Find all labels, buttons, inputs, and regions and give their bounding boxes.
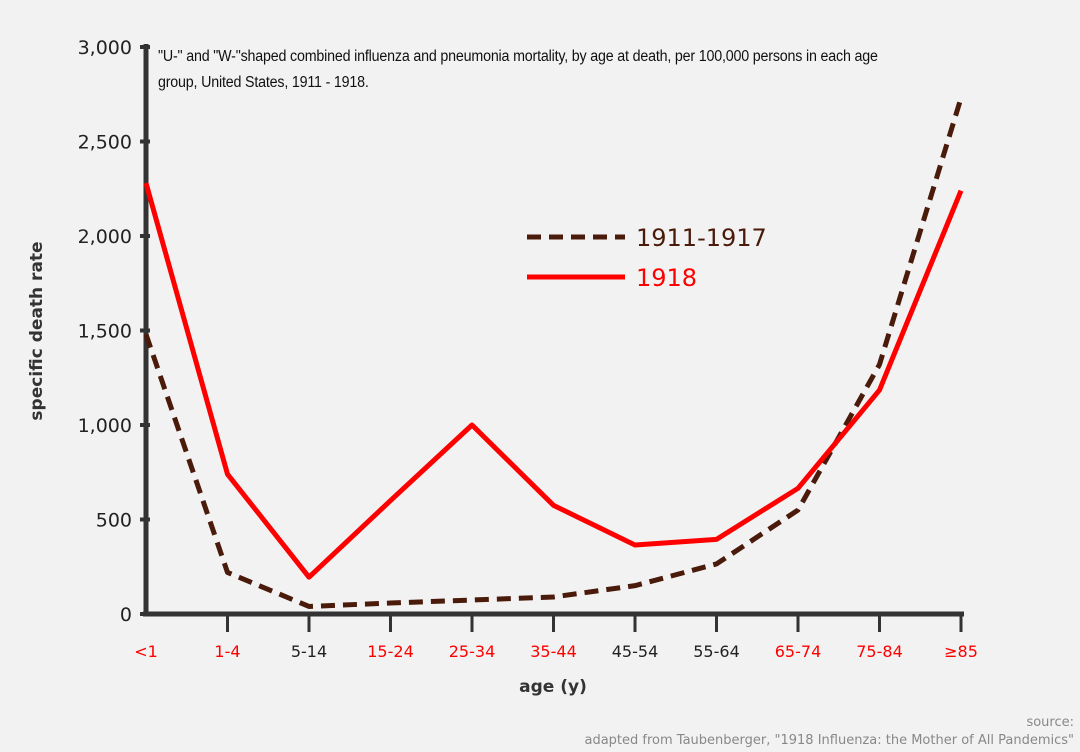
source-note: source: adapted from Taubenberger, "1918… xyxy=(585,714,1075,750)
x-tick-label: 35-44 xyxy=(530,642,577,661)
y-tick-label: 2,500 xyxy=(78,132,132,154)
x-tick-label: 1-4 xyxy=(214,642,240,661)
y-tick-label: 500 xyxy=(96,510,132,532)
y-tick-label: 0 xyxy=(120,604,132,626)
y-tick-label: 3,000 xyxy=(78,37,132,59)
x-tick-label: ≥85 xyxy=(944,642,978,661)
x-tick-label: 65-74 xyxy=(775,642,822,661)
x-tick-label: <1 xyxy=(134,642,158,661)
legend-label: 1911-1917 xyxy=(636,224,767,252)
x-tick-label: 45-54 xyxy=(612,642,659,661)
x-axis-label: age (y) xyxy=(519,677,587,697)
x-tick-label: 15-24 xyxy=(367,642,414,661)
source-citation: adapted from Taubenberger, "1918 Influen… xyxy=(584,733,1075,748)
chart-title: "U-" and "W-"shaped combined influenza a… xyxy=(158,48,878,91)
source-label: source: xyxy=(1026,715,1074,730)
y-tick-label: 1,500 xyxy=(78,321,132,343)
y-tick-label: 2,000 xyxy=(78,226,132,248)
x-tick-label: 25-34 xyxy=(449,642,496,661)
y-tick-label: 1,000 xyxy=(78,415,132,437)
y-axis-label: specific death rate xyxy=(27,241,47,420)
legend-label: 1918 xyxy=(636,264,697,292)
x-tick-label: 75-84 xyxy=(856,642,903,661)
series-line-1911-1917 xyxy=(143,97,964,609)
series-line-1918 xyxy=(143,182,964,580)
x-tick-label: 55-64 xyxy=(693,642,740,661)
x-tick-label: 5-14 xyxy=(291,642,327,661)
